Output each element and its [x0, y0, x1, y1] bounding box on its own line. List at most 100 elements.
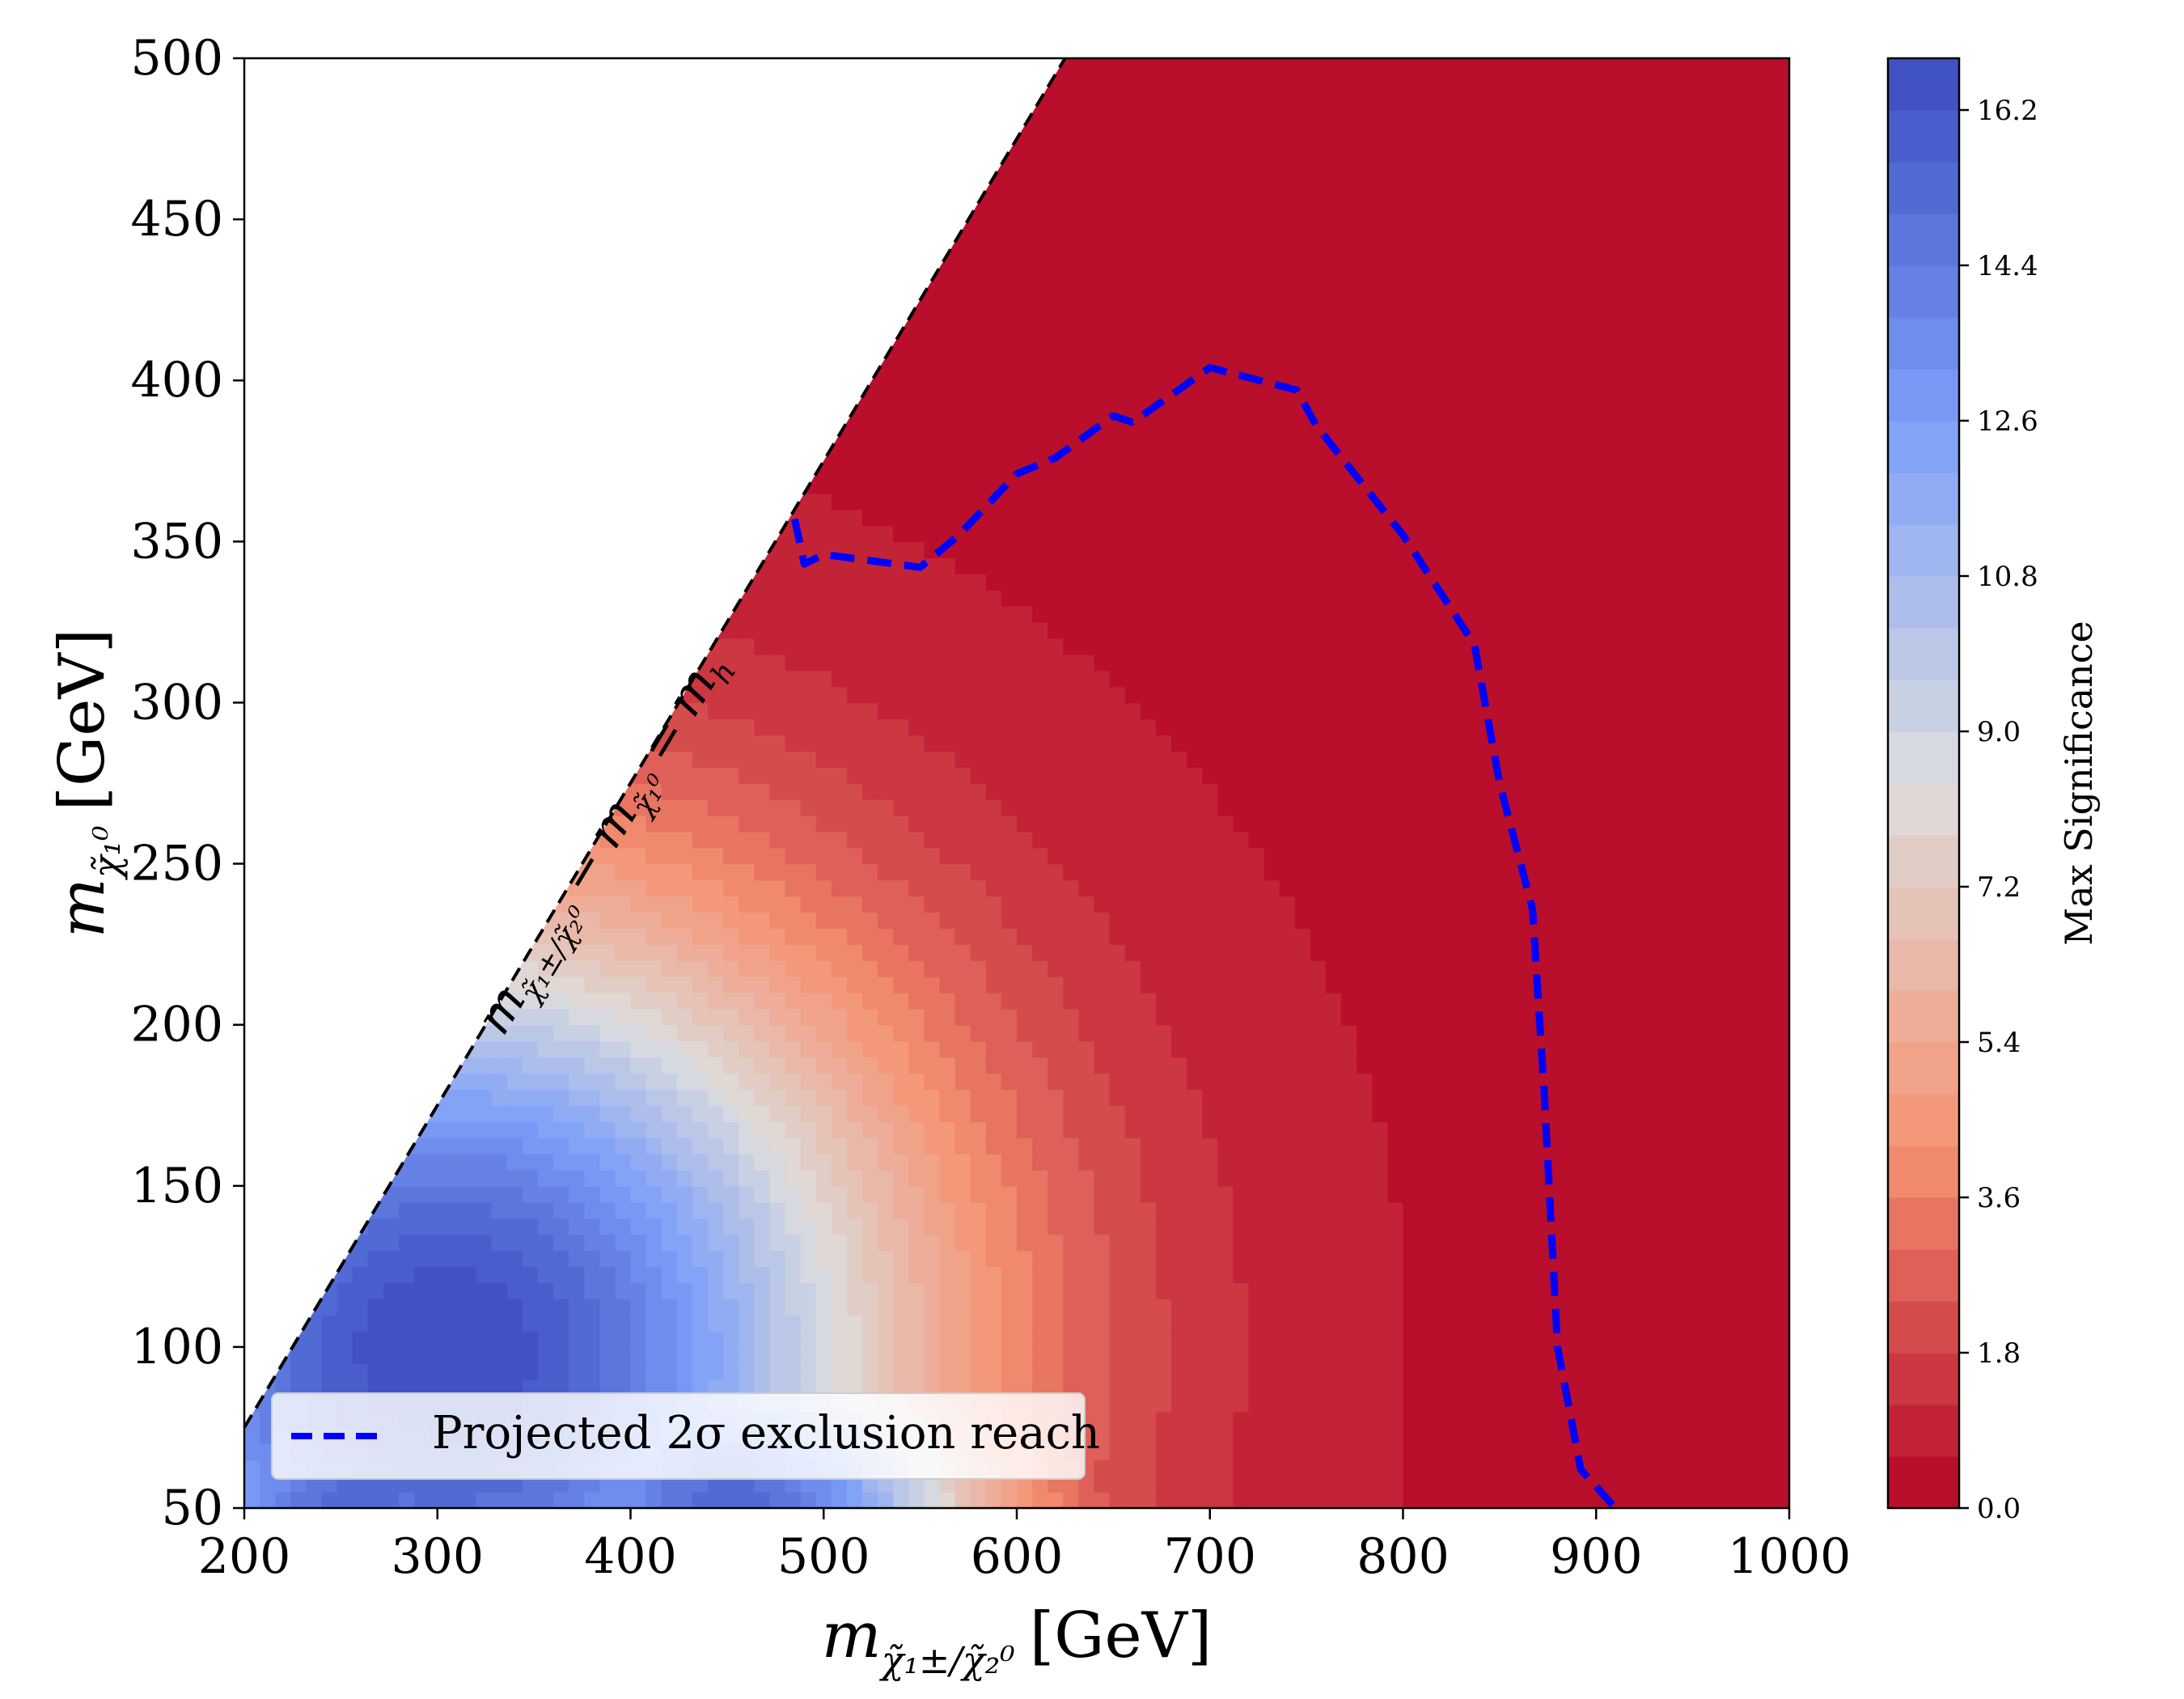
heatmap-cell	[846, 928, 863, 945]
heatmap-cell	[599, 1201, 616, 1219]
heatmap-cell	[1017, 413, 1033, 430]
heatmap-cell	[645, 1250, 662, 1268]
heatmap-cell	[399, 1379, 415, 1396]
heatmap-cell	[708, 896, 724, 913]
heatmap-cell	[708, 1315, 724, 1332]
heatmap-cell	[985, 525, 1002, 543]
heatmap-cell	[1032, 1331, 1048, 1348]
heatmap-cell	[723, 1266, 739, 1283]
heatmap-cell	[1048, 138, 1064, 156]
heatmap-cell	[754, 751, 771, 768]
heatmap-cell	[460, 1218, 477, 1235]
heatmap-cell	[599, 1282, 616, 1299]
heatmap-cell	[878, 815, 894, 833]
heatmap-cell	[1048, 606, 1064, 623]
heatmap-cell	[908, 1315, 925, 1332]
heatmap-cell	[553, 1299, 569, 1316]
heatmap-cell	[676, 1299, 693, 1316]
heatmap-cell	[739, 1476, 756, 1493]
heatmap-cell	[506, 1282, 523, 1299]
heatmap-cell	[739, 831, 756, 849]
heatmap-cell	[1017, 621, 1033, 639]
heatmap-cell	[846, 1008, 863, 1026]
heatmap-cell	[1078, 1024, 1095, 1042]
heatmap-cell	[723, 670, 739, 688]
heatmap-cell	[676, 976, 693, 994]
heatmap-cell	[815, 493, 832, 511]
heatmap-cell	[1094, 783, 1111, 800]
heatmap-cell	[1078, 380, 1095, 397]
heatmap-cell	[939, 1234, 956, 1252]
heatmap-cell	[491, 1008, 508, 1026]
heatmap-cell	[645, 976, 662, 994]
heatmap-cell	[1032, 1154, 1048, 1171]
heatmap-cell	[1063, 621, 1080, 639]
heatmap-cell	[939, 1379, 956, 1396]
heatmap-cell	[723, 718, 739, 736]
heatmap-cell	[831, 1266, 848, 1283]
heatmap-cell	[985, 1154, 1002, 1171]
heatmap-cell	[893, 380, 910, 397]
heatmap-cell	[878, 751, 894, 768]
heatmap-cell	[414, 1201, 430, 1219]
heatmap-cell	[430, 1346, 447, 1364]
heatmap-cell	[970, 638, 987, 655]
heatmap-cell	[723, 1121, 739, 1138]
heatmap-cell	[815, 1105, 832, 1122]
heatmap-cell	[1032, 429, 1048, 446]
heatmap-cell	[630, 1154, 647, 1171]
heatmap-cell	[676, 1362, 693, 1380]
heatmap-cell	[645, 1331, 662, 1348]
heatmap-cell	[708, 879, 724, 897]
heatmap-cell	[846, 1154, 863, 1171]
heatmap-cell	[645, 928, 662, 945]
heatmap-cell	[939, 1282, 956, 1299]
heatmap-cell	[985, 1024, 1002, 1042]
heatmap-cell	[831, 1024, 848, 1042]
heatmap-cell	[676, 815, 693, 833]
heatmap-cell	[862, 1492, 878, 1508]
heatmap-cell	[1063, 541, 1080, 558]
heatmap-cell	[1032, 187, 1048, 204]
heatmap-cell	[739, 1234, 756, 1252]
heatmap-cell	[800, 654, 817, 672]
heatmap-cell	[1078, 718, 1095, 736]
heatmap-cell	[661, 1169, 678, 1187]
heatmap-cell	[924, 299, 941, 317]
heatmap-cell	[815, 960, 832, 977]
heatmap-cell	[846, 557, 863, 574]
heatmap-cell	[985, 203, 1002, 220]
heatmap-cell	[584, 896, 601, 913]
heatmap-cell	[553, 944, 569, 961]
heatmap-cell	[1017, 138, 1033, 156]
heatmap-cell	[1032, 541, 1048, 558]
heatmap-cell	[537, 1057, 554, 1074]
heatmap-cell	[893, 590, 910, 607]
heatmap-cell	[692, 1201, 709, 1219]
heatmap-cell	[815, 847, 832, 865]
heatmap-cell	[939, 509, 956, 527]
heatmap-cell	[1048, 122, 1064, 140]
heatmap-cell	[476, 1362, 493, 1380]
heatmap-cell	[399, 1185, 415, 1203]
heatmap-cell	[537, 1331, 554, 1348]
heatmap-cell	[645, 1057, 662, 1074]
heatmap-cell	[692, 879, 709, 897]
heatmap-cell	[985, 1008, 1002, 1026]
heatmap-cell	[985, 735, 1002, 752]
heatmap-cell	[939, 638, 956, 655]
heatmap-cell	[584, 1282, 601, 1299]
heatmap-cell	[1032, 1346, 1048, 1364]
heatmap-cell	[1032, 1040, 1048, 1058]
heatmap-cell	[1017, 444, 1033, 462]
heatmap-cell	[924, 1105, 941, 1122]
heatmap-cell	[815, 751, 832, 768]
heatmap-cell	[862, 1169, 878, 1187]
heatmap-cell	[878, 686, 894, 704]
heatmap-cell	[692, 944, 709, 961]
heatmap-cell	[924, 283, 941, 301]
heatmap-cell	[1094, 1105, 1111, 1122]
heatmap-cell	[1017, 1008, 1033, 1026]
heatmap-cell	[1017, 267, 1033, 285]
heatmap-cell	[785, 944, 802, 961]
